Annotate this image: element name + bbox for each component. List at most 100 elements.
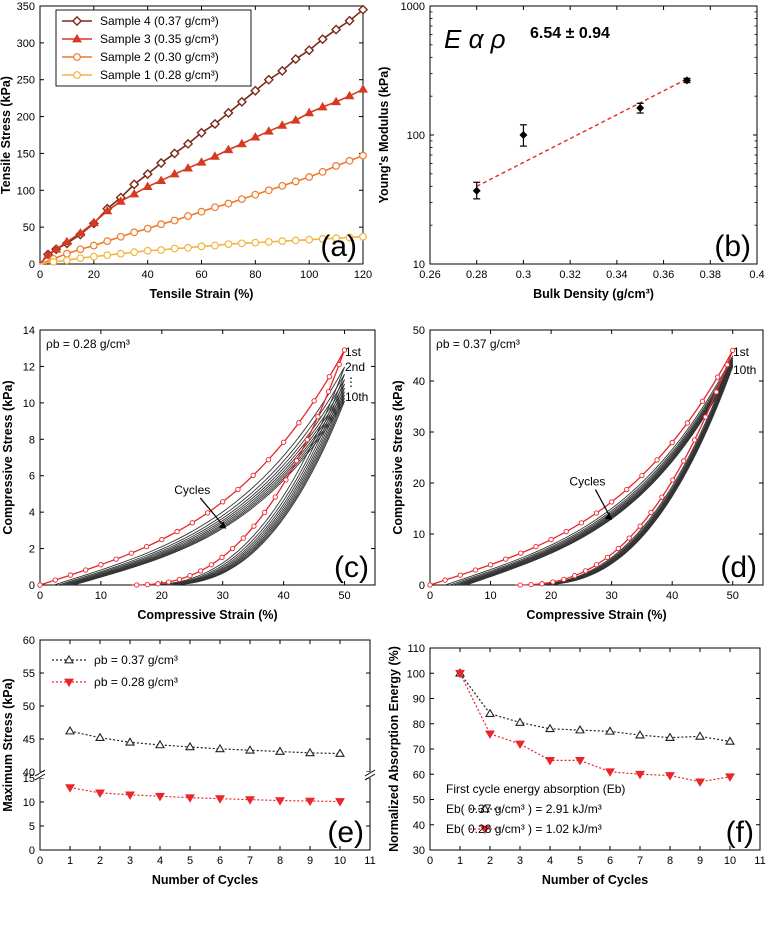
cycle-1-marker (684, 420, 690, 426)
y-tick-label: 0 (29, 580, 35, 592)
data-point (725, 736, 735, 745)
series-line (459, 672, 731, 783)
x-axis-label: Tensile Strain (%) (150, 287, 254, 301)
x-tick-label: 20 (88, 269, 100, 281)
data-point (515, 717, 525, 726)
series-line (69, 730, 341, 755)
cycle-1-marker (37, 582, 43, 588)
cycle-2-loop (53, 366, 345, 586)
cycle-label: 1st (733, 345, 750, 359)
data-point (185, 794, 195, 803)
x-tick-label: 5 (187, 855, 193, 867)
data-point (278, 237, 287, 246)
cycle-1-marker (250, 472, 256, 479)
y-tick-label: 300 (17, 38, 35, 50)
y-tick-label: 55 (23, 668, 35, 680)
data-point (290, 53, 301, 65)
data-point (636, 103, 645, 112)
x-tick-label: 7 (247, 855, 253, 867)
panel-a: 0 20 40 60 80 100 120 0 50 100 150 200 250 300 350 Tens… (0, 1, 372, 301)
y-tick-label: 10 (23, 797, 35, 809)
legend-label: Sample 3 (0.35 g/cm³) (100, 32, 219, 46)
data-point (211, 203, 219, 212)
data-point (125, 791, 135, 800)
cycle-4-loop (453, 359, 734, 586)
cycle-1-marker (593, 562, 600, 568)
cycle-1-marker (315, 414, 321, 420)
data-point (143, 246, 152, 255)
cycle-1-marker (296, 420, 302, 426)
data-point (65, 784, 75, 793)
data-point (291, 236, 300, 245)
x-tick-label: 100 (300, 269, 318, 281)
x-axis-label: Number of Cycles (152, 873, 258, 887)
cycle-1-marker (457, 572, 463, 578)
data-point (250, 132, 261, 141)
y-tick-label: 50 (23, 701, 35, 713)
x-axis-label: Number of Cycles (542, 873, 648, 887)
data-point (305, 173, 314, 181)
y-tick-label: 14 (23, 325, 35, 337)
data-point (89, 241, 98, 250)
x-tick-label: 11 (364, 855, 375, 867)
x-tick-label: 10 (334, 855, 346, 867)
cycle-7-loop (68, 391, 345, 586)
panel-b: 0.26 0.28 0.3 0.32 0.34 0.36 0.38 0.4 10 100 1000 B… (377, 1, 765, 301)
data-point (317, 101, 328, 111)
data-point (332, 234, 340, 243)
cycle-1-marker (261, 509, 268, 516)
x-tick-label: 40 (142, 269, 154, 281)
series-2 (39, 151, 367, 265)
legend: Sample 4 (0.37 g/cm³) Sample 3 (0.35 g/cm… (55, 9, 252, 87)
y-tick-label: 100 (407, 668, 425, 680)
cycle-1-marker (518, 550, 524, 556)
power-law-exponent: 6.54 ± 0.94 (530, 25, 610, 42)
data-point (51, 244, 62, 253)
cycle-1-marker (639, 472, 645, 479)
x-tick-label: 6 (217, 855, 223, 867)
cycle-1-marker (187, 573, 193, 579)
legend-label: Eb( 0.28 g/cm³ ) = 1.02 kJ/m³ (446, 822, 602, 836)
data-point (317, 34, 328, 45)
data-point (335, 748, 345, 757)
data-point (575, 757, 585, 766)
data-point (250, 85, 261, 96)
data-point (331, 96, 342, 106)
data-point (95, 789, 105, 798)
y-tick-label: 100 (17, 185, 35, 197)
data-point (330, 24, 342, 35)
cycle-1-marker (691, 437, 698, 443)
cycle-label: 1st (345, 345, 362, 359)
y-tick-label: 40 (413, 376, 425, 388)
cycle-10-loop (73, 400, 345, 586)
x-tick-label: 30 (217, 590, 229, 602)
density-label: ρb = 0.37 g/cm³ (436, 337, 520, 351)
data-point (156, 175, 167, 185)
data-point (264, 237, 273, 246)
data-point (209, 151, 220, 160)
x-tick-label: 0.4 (749, 269, 764, 281)
data-point (88, 217, 99, 227)
cycle-5-loop (456, 361, 734, 586)
cycle-6-loop (66, 387, 345, 586)
data-point (251, 238, 260, 247)
cycle-6-loop (458, 362, 734, 586)
cycle-1-marker (208, 562, 214, 568)
cycle-1-marker (326, 374, 332, 380)
y-tick-label: 0 (29, 845, 35, 857)
x-tick-label: 7 (637, 855, 643, 867)
cycle-1-marker (159, 536, 165, 543)
data-point (63, 256, 71, 265)
x-tick-label: 4 (547, 855, 553, 867)
y-axis-label: Compressive Stress (kPa) (391, 380, 405, 534)
y-tick-label: 10 (413, 529, 425, 541)
data-point (142, 181, 153, 190)
y-tick-label: 10 (23, 398, 35, 410)
y-tick-label: 70 (413, 744, 425, 756)
data-point (89, 252, 98, 261)
panel-d: 0 10 20 30 40 50 0 10 20 30 40 50 Compressive Strain… (391, 325, 764, 622)
data-point (291, 177, 300, 186)
series-1 (65, 784, 345, 807)
legend-box (55, 9, 252, 87)
series-3 (39, 232, 367, 266)
